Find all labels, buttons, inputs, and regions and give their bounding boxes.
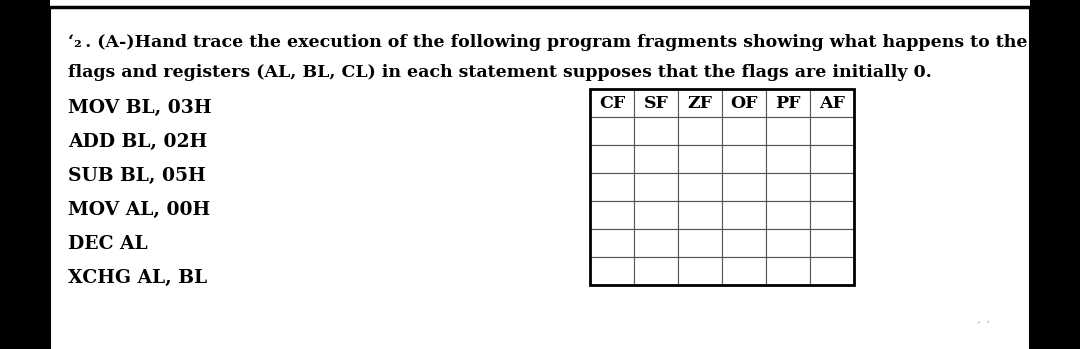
Bar [590,201,634,229]
Bar [634,201,678,229]
Bar [634,257,678,285]
Bar [678,257,723,285]
Text: PF: PF [775,95,800,111]
Bar [678,229,723,257]
Bar [810,257,854,285]
Bar [678,201,723,229]
Text: MOV BL, 03H: MOV BL, 03H [68,99,212,117]
Bar [678,89,723,117]
Text: XCHG AL, BL: XCHG AL, BL [68,269,207,287]
Bar [678,145,723,173]
Bar [766,173,810,201]
Bar [590,229,634,257]
Bar [723,229,766,257]
Bar [634,229,678,257]
Bar [810,173,854,201]
Bar [810,201,854,229]
Bar [634,173,678,201]
Bar [634,145,678,173]
Bar [590,117,634,145]
Bar [678,117,723,145]
Bar [810,117,854,145]
Text: ’  ‘: ’ ‘ [977,321,990,331]
Text: flags and registers (AL, BL, CL) in each statement supposes that the flags are i: flags and registers (AL, BL, CL) in each… [68,64,932,81]
Bar [590,257,634,285]
Bar [723,201,766,229]
Text: DEC AL: DEC AL [68,235,148,253]
Bar [766,145,810,173]
Text: MOV AL, 00H: MOV AL, 00H [68,201,211,219]
Bar [723,145,766,173]
Bar [634,89,678,117]
Bar [766,117,810,145]
Text: ‘₂ . (A-)Hand trace the execution of the following program fragments showing wha: ‘₂ . (A-)Hand trace the execution of the… [68,34,1027,51]
Bar [810,145,854,173]
Text: ZF: ZF [688,95,713,111]
Bar [723,89,766,117]
Bar [590,89,634,117]
Bar [590,89,854,285]
Text: AF: AF [819,95,845,111]
Text: SF: SF [644,95,669,111]
Bar [766,201,810,229]
Bar [766,89,810,117]
Bar [678,173,723,201]
Bar [810,229,854,257]
Text: ADD BL, 02H: ADD BL, 02H [68,133,207,151]
Bar [810,89,854,117]
Bar [590,173,634,201]
Text: OF: OF [730,95,758,111]
Bar [590,145,634,173]
Bar [723,117,766,145]
Bar [766,229,810,257]
Bar [634,117,678,145]
Text: SUB BL, 05H: SUB BL, 05H [68,167,206,185]
Bar [766,257,810,285]
Bar [723,173,766,201]
Bar [723,257,766,285]
Text: CF: CF [599,95,625,111]
